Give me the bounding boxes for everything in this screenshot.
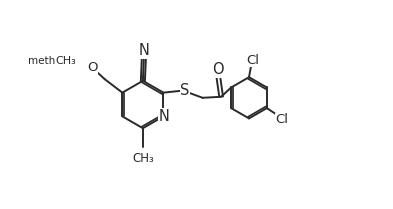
- Text: O: O: [212, 62, 224, 77]
- Text: O: O: [87, 61, 98, 74]
- Text: Cl: Cl: [275, 113, 288, 126]
- Text: N: N: [159, 109, 170, 124]
- Text: CH₃: CH₃: [55, 56, 76, 66]
- Text: methoxy: methoxy: [28, 56, 74, 66]
- Text: S: S: [180, 83, 190, 98]
- Text: N: N: [138, 43, 149, 58]
- Text: Cl: Cl: [246, 54, 259, 66]
- Text: CH₃: CH₃: [132, 152, 154, 165]
